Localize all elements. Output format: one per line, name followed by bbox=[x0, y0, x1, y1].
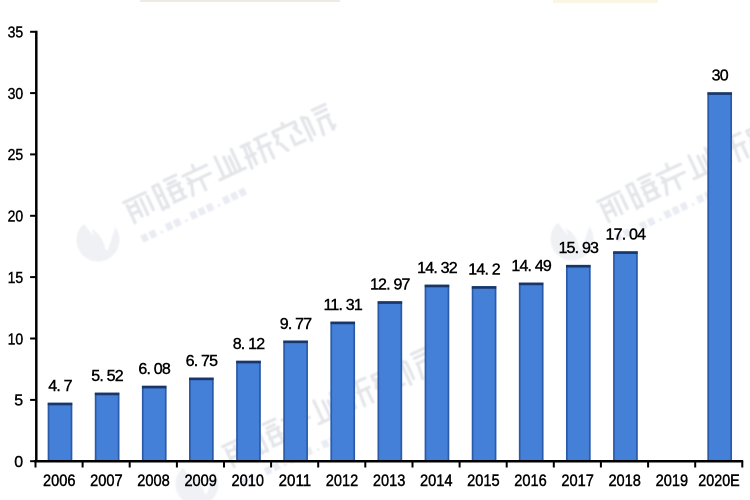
svg-text:30: 30 bbox=[712, 68, 729, 85]
svg-text:2018: 2018 bbox=[608, 471, 641, 490]
svg-text:14. 32: 14. 32 bbox=[417, 260, 458, 277]
svg-text:2013: 2013 bbox=[373, 471, 406, 490]
svg-text:12. 97: 12. 97 bbox=[370, 277, 411, 294]
svg-text:14. 49: 14. 49 bbox=[511, 258, 552, 275]
svg-text:8. 12: 8. 12 bbox=[233, 336, 265, 353]
svg-text:15. 93: 15. 93 bbox=[558, 240, 599, 257]
svg-text:5. 52: 5. 52 bbox=[91, 368, 123, 385]
svg-text:11. 31: 11. 31 bbox=[323, 297, 362, 314]
svg-text:2007: 2007 bbox=[90, 471, 123, 490]
svg-text:15: 15 bbox=[8, 270, 24, 287]
svg-text:14. 2: 14. 2 bbox=[468, 262, 500, 279]
svg-text:5: 5 bbox=[14, 393, 23, 410]
svg-text:2014: 2014 bbox=[420, 471, 453, 490]
svg-text:2006: 2006 bbox=[43, 471, 76, 490]
svg-text:2017: 2017 bbox=[561, 471, 594, 490]
svg-text:6. 75: 6. 75 bbox=[186, 353, 218, 370]
svg-text:25: 25 bbox=[8, 147, 24, 164]
svg-text:2015: 2015 bbox=[467, 471, 500, 490]
svg-text:9. 77: 9. 77 bbox=[280, 316, 312, 333]
svg-text:4. 7: 4. 7 bbox=[48, 378, 72, 395]
svg-text:2011: 2011 bbox=[279, 471, 312, 490]
svg-text:30: 30 bbox=[8, 86, 24, 103]
svg-text:2010: 2010 bbox=[232, 471, 265, 490]
svg-text:2020E: 2020E bbox=[698, 471, 740, 490]
svg-text:2008: 2008 bbox=[137, 471, 170, 490]
svg-text:0: 0 bbox=[14, 454, 23, 471]
svg-text:2019: 2019 bbox=[656, 471, 689, 490]
svg-text:6. 08: 6. 08 bbox=[138, 361, 170, 378]
svg-text:17. 04: 17. 04 bbox=[606, 227, 647, 244]
svg-text:2012: 2012 bbox=[326, 471, 359, 490]
svg-text:35: 35 bbox=[8, 25, 24, 42]
svg-text:20: 20 bbox=[8, 209, 24, 226]
svg-text:2009: 2009 bbox=[184, 471, 217, 490]
svg-text:2016: 2016 bbox=[514, 471, 547, 490]
svg-text:10: 10 bbox=[8, 331, 24, 348]
